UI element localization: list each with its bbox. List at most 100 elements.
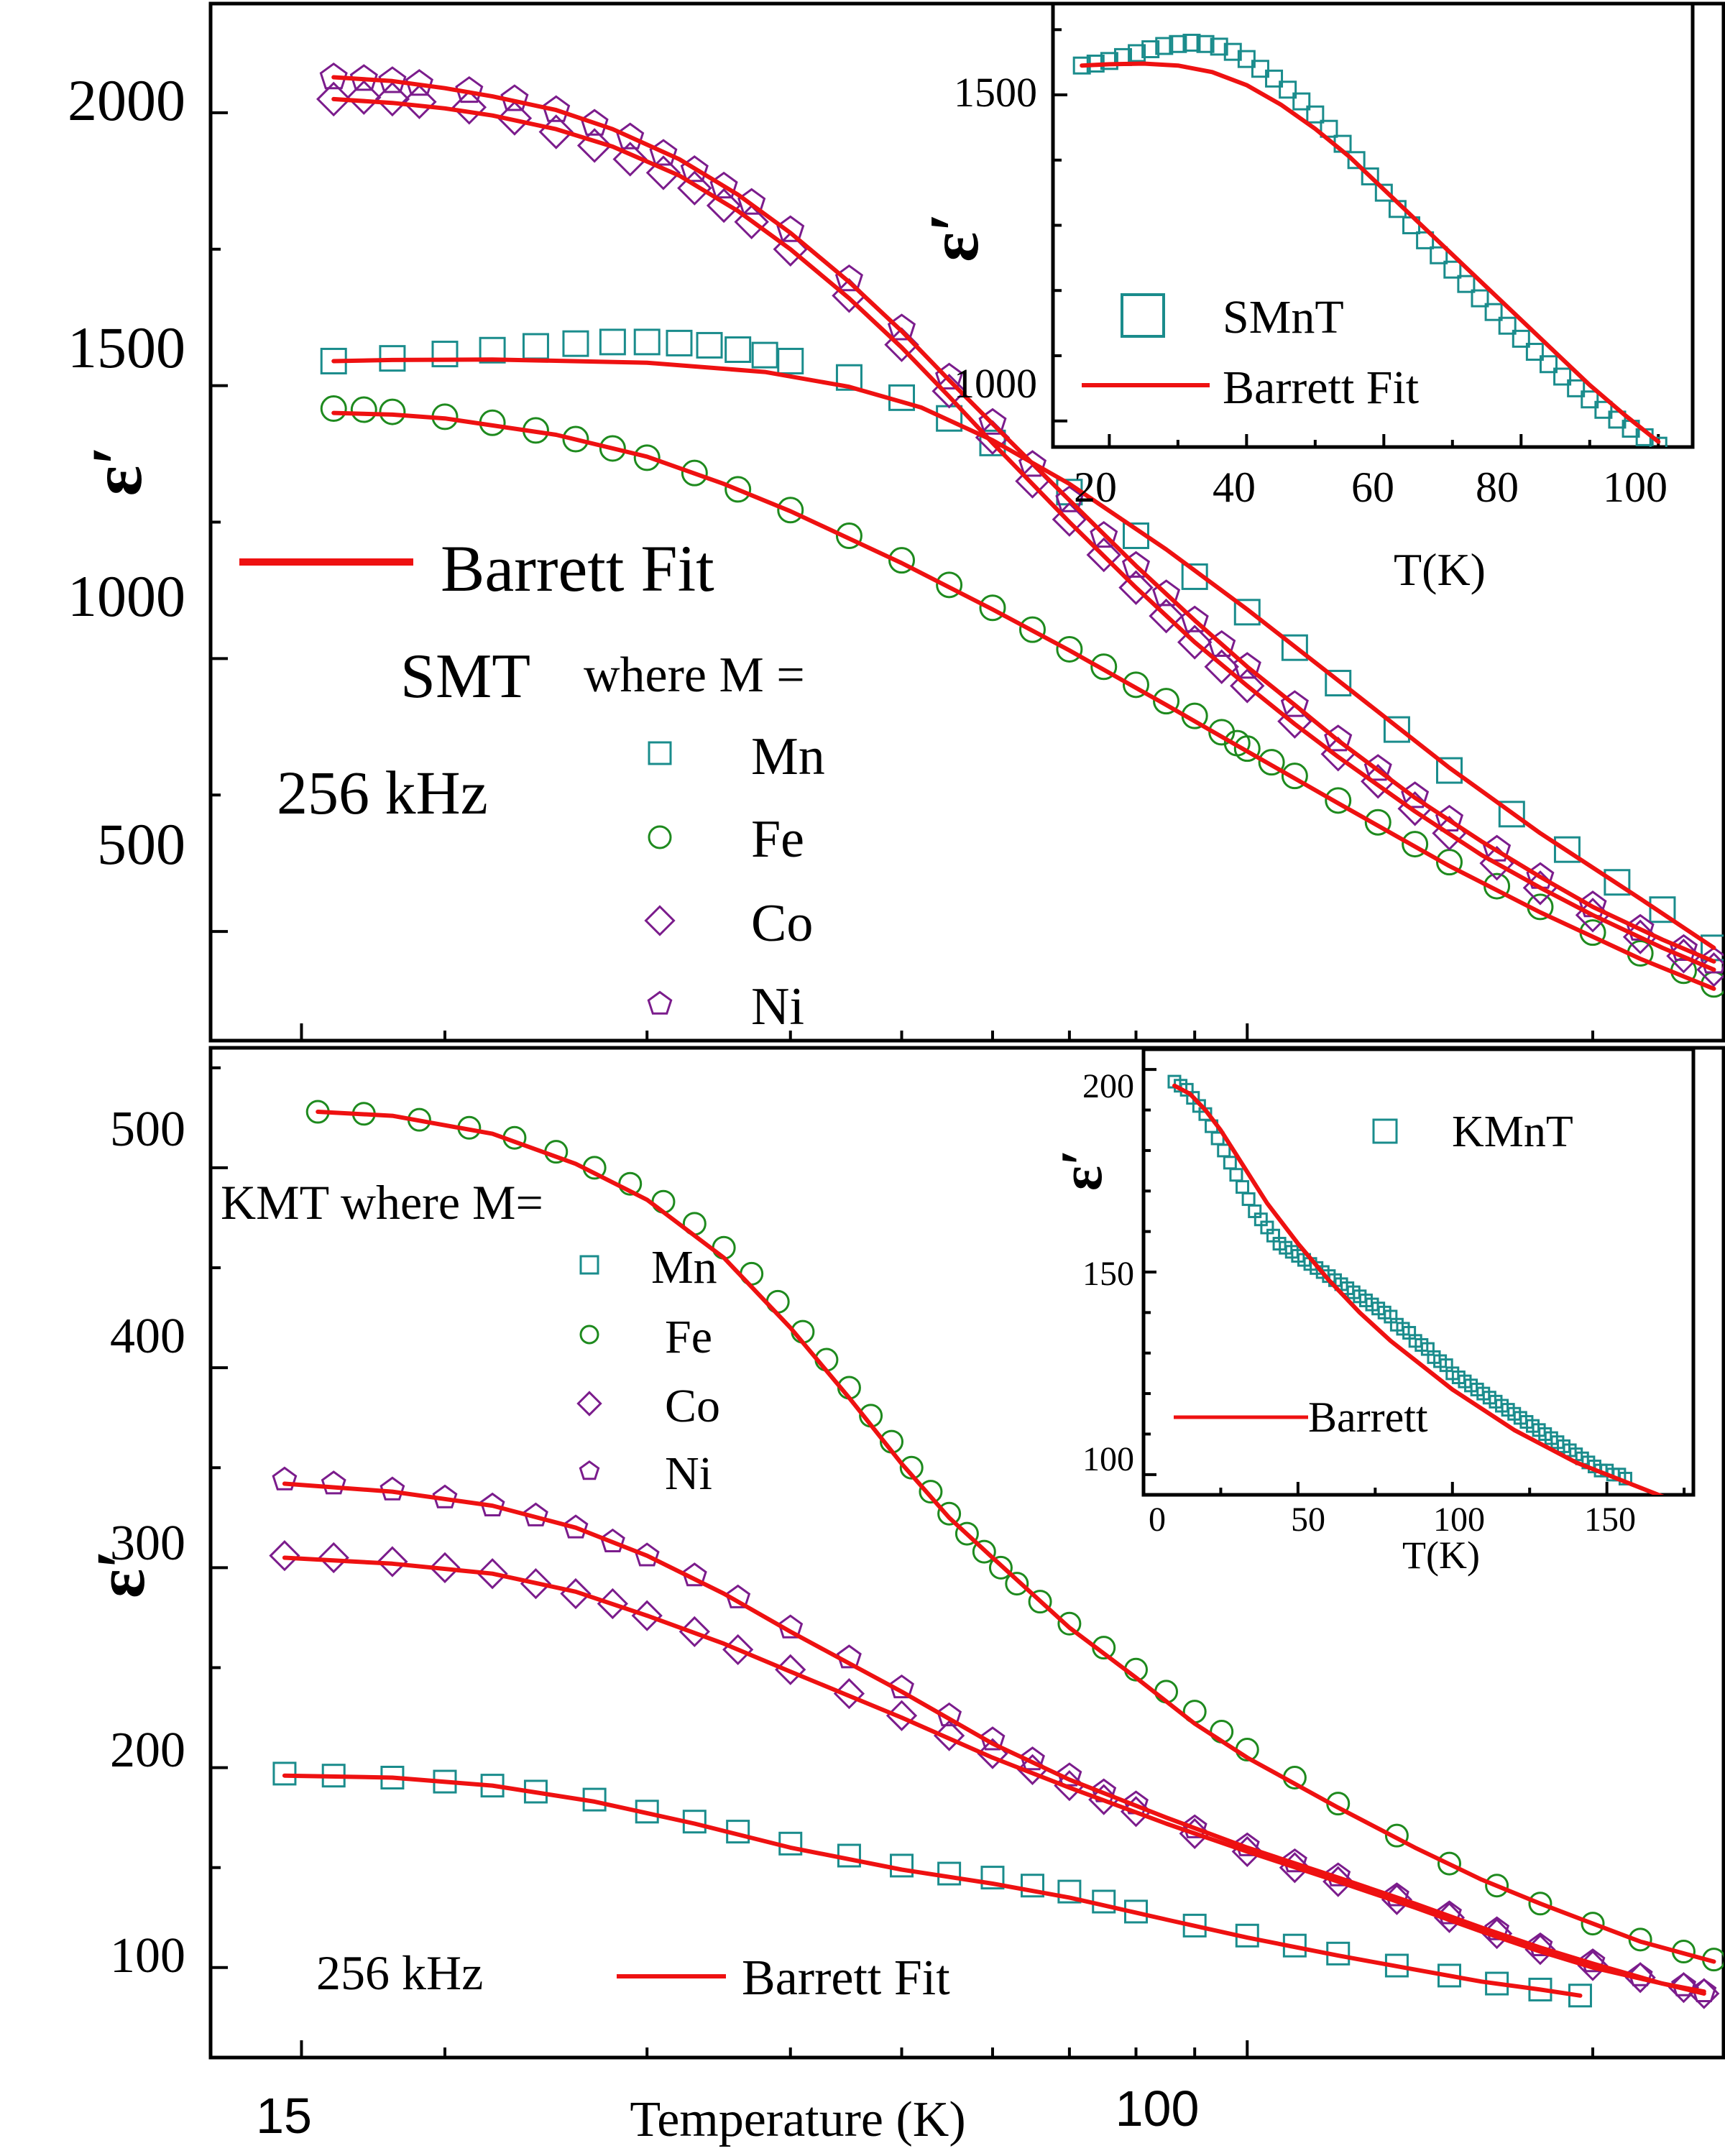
kmt-main-ni-point-21 [1234, 1832, 1260, 1856]
panel-kmt-ticks [211, 1066, 1595, 2058]
kmt-legend-marker-co [576, 1391, 602, 1416]
smt-main-ni-point-19 [1055, 485, 1084, 512]
smt-main-ni-fit-line [331, 75, 1716, 964]
smt-main-fe-point-11 [777, 497, 804, 524]
smt-inset-smnt-point-36 [1567, 379, 1586, 397]
smt-main-mn-point-2 [431, 341, 459, 368]
kmt-main-ni-point-1 [321, 1470, 346, 1495]
smt-legend: Barrett Fit SMT where M = 256 kHz Mn Fe … [239, 532, 825, 1036]
smt-main-mn-point-8 [666, 329, 693, 356]
smt-inset-smnt-point-32 [1512, 329, 1530, 348]
kmt-main-fe-point-37 [1485, 1874, 1509, 1898]
kmt-main-co-fit-line [282, 1555, 1706, 1996]
smt-ytick-1500: 1500 [68, 315, 185, 380]
kmt-main-ni-point-28 [1580, 1948, 1606, 1973]
smt-main-fe-point-18 [1090, 653, 1118, 681]
kmnt-xtick-0: 0 [1149, 1501, 1166, 1539]
smt-main-fe-fit-line [331, 410, 1716, 991]
kmt-legend-label-co: Co [665, 1380, 720, 1432]
smt-main-mn-point-6 [599, 328, 626, 356]
kmt-main-ni-point-26 [1484, 1916, 1510, 1940]
smt-main-fe-point-26 [1281, 763, 1308, 790]
smt-main-ni-point-22 [1152, 579, 1181, 607]
kmt-main-ni-point-30 [1671, 1972, 1696, 1996]
smt-inset-smnt-point-25 [1416, 231, 1435, 249]
smt-main-fe-point-28 [1364, 808, 1392, 836]
kmt-main-fe-point-39 [1581, 1912, 1605, 1936]
smt-main-ni-point-25 [1233, 652, 1261, 679]
smt-main-co-point-2 [374, 81, 410, 117]
smt-main-mn-point-21 [1281, 634, 1308, 661]
inset-kmnt: 200 150 100 0 50 100 150 T(K) ε′ KMnT Ba… [1049, 1047, 1696, 1577]
smt-main-mn-point-16 [979, 429, 1006, 456]
smt-inset-smnt-point-29 [1471, 289, 1489, 308]
kmt-main-fe-point-25 [1028, 1590, 1052, 1614]
smnt-xtick-40: 40 [1213, 464, 1256, 511]
kmt-main-mn-point-15 [1020, 1874, 1044, 1898]
kmnt-xlabel: T(K) [1402, 1534, 1480, 1577]
smnt-legend-label: SMnT [1223, 291, 1344, 344]
smt-main-fe-point-27 [1325, 787, 1352, 814]
smt-main-fe-point-6 [562, 425, 589, 453]
smt-legend-title-prefix: SMT [400, 642, 530, 711]
kmt-main-co-point-13 [886, 1700, 918, 1731]
kmt-main-mn-point-14 [980, 1866, 1005, 1890]
inset-smnt-series [1072, 33, 1668, 447]
smt-main-co-point-22 [1149, 598, 1184, 634]
smt-main-mn-point-3 [479, 336, 506, 364]
kmt-main-ni-point-12 [836, 1644, 862, 1669]
smt-main-ni-point-1 [349, 64, 378, 91]
kmt-main-fe-point-19 [919, 1480, 943, 1504]
smt-inset-smnt-point-42 [1649, 436, 1668, 447]
smt-inset-smnt-point-35 [1553, 367, 1572, 386]
kmt-main-fe-point-8 [651, 1189, 676, 1214]
smt-main-fe-point-14 [936, 571, 963, 599]
smt-main-ni-point-14 [834, 264, 863, 292]
smt-inset-smnt-point-5 [1141, 40, 1160, 59]
smt-main-ni-point-15 [887, 313, 916, 341]
kmt-ytick-200: 200 [110, 1723, 185, 1778]
kmt-main-mn-fit-line [282, 1773, 1583, 1998]
smt-main-mn-point-24 [1435, 757, 1463, 784]
smt-main-mn-point-26 [1553, 836, 1581, 863]
smt-legend-label-ni: Ni [751, 977, 804, 1036]
smnt-xtick-80: 80 [1476, 464, 1519, 511]
smt-main-fe-point-0 [320, 395, 347, 423]
kmnt-ylabel: ε′ [1049, 1149, 1114, 1191]
smt-main-co-point-7 [576, 128, 612, 163]
smt-legend-fit-label: Barrett Fit [441, 532, 714, 605]
smt-main-mn-point-28 [1649, 896, 1676, 923]
smt-inset-smnt-point-2 [1100, 52, 1118, 70]
smt-inset-smnt-fit-line [1080, 61, 1661, 444]
kmt-legend-label-mn: Mn [651, 1241, 717, 1294]
smt-inset-smnt-point-6 [1155, 37, 1174, 55]
kmt-main-ni-point-24 [1384, 1882, 1409, 1907]
kmt-main-ni-point-0 [272, 1466, 298, 1491]
smt-main-mn-point-27 [1604, 869, 1631, 896]
smt-main-mn-point-9 [696, 331, 723, 359]
inset-smnt-ticks [1054, 28, 1660, 447]
smt-main-co-point-23 [1177, 625, 1213, 660]
smt-main-fe-point-8 [633, 444, 661, 471]
smt-main-ni-point-5 [500, 84, 529, 111]
kmnt-ytick-150: 150 [1082, 1255, 1134, 1293]
kmt-main-fe-point-20 [937, 1501, 962, 1526]
smt-main-fe-point-10 [724, 476, 752, 503]
smt-main-co-point-25 [1230, 668, 1265, 704]
smt-main-co-point-20 [1086, 537, 1121, 573]
kmt-main-mn-point-0 [272, 1761, 297, 1786]
kmt-main-ni-point-27 [1527, 1932, 1553, 1956]
smt-main-mn-point-7 [633, 328, 661, 356]
kmt-main-ni-point-17 [1057, 1762, 1082, 1787]
smnt-xtick-20: 20 [1074, 464, 1117, 511]
kmt-frequency: 256 kHz [316, 1945, 483, 2000]
smt-inset-smnt-point-13 [1251, 60, 1269, 78]
smnt-ytick-1000: 1000 [954, 360, 1037, 407]
smt-main-fe-point-24 [1233, 735, 1261, 763]
smnt-ytick-1500: 1500 [954, 69, 1037, 116]
smt-legend-label-mn: Mn [751, 727, 825, 786]
kmt-main-fe-point-26 [1057, 1611, 1082, 1636]
kmnt-ytick-100: 100 [1082, 1440, 1134, 1478]
smt-inset-smnt-point-18 [1320, 119, 1338, 138]
